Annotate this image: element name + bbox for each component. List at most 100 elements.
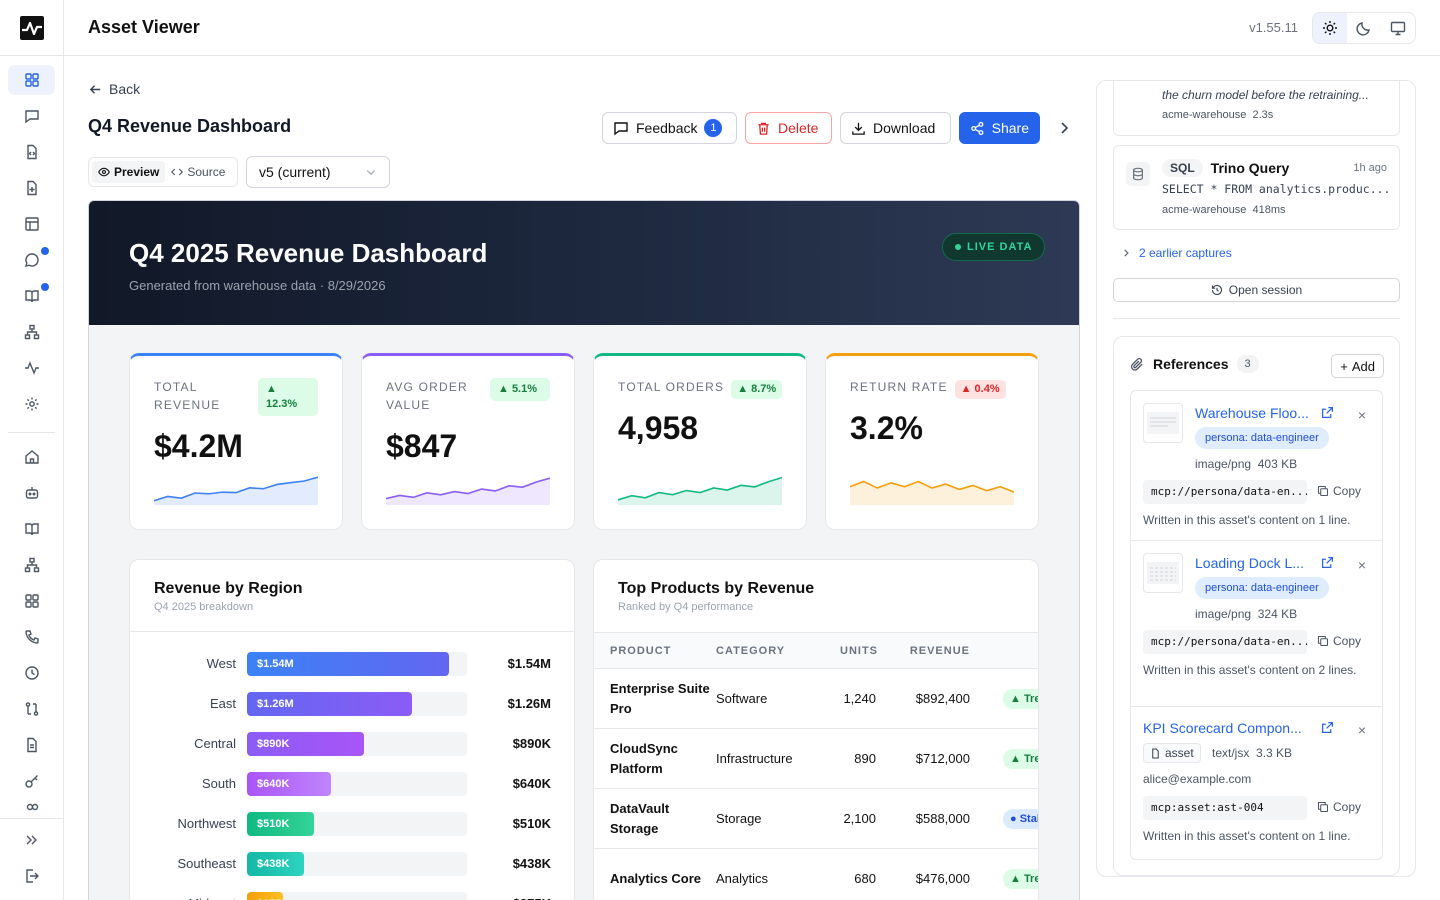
kpi-change-badge: ▲ 5.1% <box>490 378 550 401</box>
delete-button[interactable]: Delete <box>745 112 832 144</box>
side-panel: the churn model before the retraining...… <box>1096 80 1416 877</box>
region-name: West <box>206 656 236 671</box>
copy-icon <box>1317 801 1329 813</box>
region-bar-row: West $1.54M $1.54M <box>130 652 574 676</box>
plus-icon: + <box>1340 358 1348 374</box>
reference-uri[interactable]: mcp://persona/data-en... <box>1143 630 1307 654</box>
share-button[interactable]: Share <box>959 112 1040 144</box>
version-select[interactable]: v5 (current) <box>246 156 390 188</box>
phone-icon[interactable] <box>8 622 55 652</box>
download-button[interactable]: Download <box>840 112 951 144</box>
external-link-icon[interactable] <box>1321 406 1334 424</box>
activity-icon[interactable] <box>8 353 55 383</box>
sql-capture-card[interactable]: SQL Trino Query 1h ago SELECT * FROM ana… <box>1113 145 1400 230</box>
image-thumbnail[interactable] <box>1143 553 1183 593</box>
kpi-card: TOTAL ORDERS ▲ 8.7% 4,958 <box>593 353 807 530</box>
hierarchy-icon[interactable] <box>8 317 55 347</box>
col-revenue: REVENUE <box>878 632 970 669</box>
paperclip-icon <box>1130 357 1143 371</box>
expand-icon[interactable] <box>8 825 55 855</box>
eye-icon <box>98 167 110 177</box>
copy-button[interactable]: Copy <box>1317 800 1361 814</box>
copy-button[interactable]: Copy <box>1317 484 1361 498</box>
copy-icon <box>1317 485 1329 497</box>
monitor-icon[interactable] <box>1381 13 1415 43</box>
file-plus-icon[interactable] <box>8 173 55 203</box>
open-session-label: Open session <box>1228 283 1303 297</box>
copy-button[interactable]: Copy <box>1317 634 1361 648</box>
logout-icon[interactable] <box>8 861 55 891</box>
view-toggle: Preview Source <box>88 157 238 187</box>
open-session-button[interactable]: Open session <box>1113 278 1400 302</box>
app-logo[interactable] <box>20 16 44 40</box>
moon-icon[interactable] <box>1347 13 1381 43</box>
file-code-icon[interactable] <box>8 137 55 167</box>
table-row[interactable]: DataVault Storage Storage 2,100 $588,000 ● S… <box>594 788 1038 849</box>
persona-badge: persona: data-engineer <box>1195 427 1329 449</box>
reference-name[interactable]: KPI Scorecard Compon... <box>1143 720 1302 736</box>
book-icon[interactable] <box>8 514 55 544</box>
grid-icon[interactable] <box>8 65 55 95</box>
theme-switcher <box>1312 12 1416 44</box>
share-icon <box>971 121 984 135</box>
git-compare-icon[interactable] <box>8 694 55 724</box>
tab-source[interactable]: Source <box>165 161 231 183</box>
network-icon[interactable] <box>8 550 55 580</box>
bar-track: $1.26M <box>247 692 467 716</box>
clock-icon[interactable] <box>8 658 55 688</box>
close-icon[interactable]: × <box>1357 407 1366 423</box>
settings-icon[interactable] <box>8 389 55 419</box>
kpi-change-badge: ▲ 8.7% <box>731 380 783 399</box>
sql-tag: SQL <box>1162 159 1203 177</box>
feedback-label: Feedback <box>636 120 698 136</box>
chat-icon[interactable] <box>8 245 55 275</box>
table-row[interactable]: CloudSync Platform Infrastructure 890 $712,… <box>594 728 1038 789</box>
reference-name[interactable]: Loading Dock L... <box>1195 555 1304 571</box>
download-icon <box>852 122 865 135</box>
references-list: Warehouse Floo... × persona: data-engine… <box>1130 390 1383 860</box>
kpi-card: RETURN RATE ▲ 0.4% 3.2% <box>825 353 1039 530</box>
users-icon[interactable] <box>8 802 55 816</box>
tab-preview[interactable]: Preview <box>92 161 166 183</box>
reference-uri[interactable]: mcp://persona/data-en... <box>1143 480 1307 504</box>
table-row[interactable]: Enterprise Suite Pro Software 1,240 $892,40… <box>594 668 1038 729</box>
apps-icon[interactable] <box>8 586 55 616</box>
sparkline-area <box>618 477 782 505</box>
region-panel: Revenue by Region Q4 2025 breakdown West… <box>129 559 575 900</box>
file-meta: image/png 403 KB <box>1195 457 1297 471</box>
document-icon[interactable] <box>8 730 55 760</box>
notification-dot <box>41 283 49 291</box>
book-open-icon[interactable] <box>8 281 55 311</box>
external-link-icon[interactable] <box>1321 721 1334 739</box>
add-reference-button[interactable]: + Add <box>1331 354 1384 378</box>
feedback-button[interactable]: Feedback 1 <box>602 112 737 144</box>
home-icon[interactable] <box>8 442 55 472</box>
notification-dot <box>41 247 49 255</box>
back-link[interactable]: Back <box>88 81 140 97</box>
chevron-right-icon[interactable] <box>1056 120 1072 141</box>
table-icon[interactable] <box>8 209 55 239</box>
region-subtitle: Q4 2025 breakdown <box>154 601 254 613</box>
reference-uri[interactable]: mcp:asset:ast-004 <box>1143 796 1307 820</box>
message-icon[interactable] <box>8 101 55 131</box>
list-item: Loading Dock L... × persona: data-engine… <box>1131 541 1382 707</box>
earlier-captures-link[interactable]: 2 earlier captures <box>1121 246 1232 260</box>
version-select-value: v5 (current) <box>259 164 331 180</box>
robot-icon[interactable] <box>8 478 55 508</box>
sql-title: Trino Query <box>1210 160 1290 176</box>
external-link-icon[interactable] <box>1321 556 1334 574</box>
capture-card[interactable]: the churn model before the retraining...… <box>1113 81 1400 136</box>
reference-name[interactable]: Warehouse Floo... <box>1195 405 1309 421</box>
region-bar: $890K <box>247 732 364 756</box>
product-units: 1,240 <box>816 668 878 729</box>
bar-track: $275K <box>247 892 467 900</box>
sun-icon[interactable] <box>1313 13 1347 43</box>
status-badge: ● Stable <box>1003 808 1038 829</box>
kpi-card: TOTAL REVENUE ▲ 12.3% $4.2M <box>129 353 343 530</box>
image-thumbnail[interactable] <box>1143 403 1183 443</box>
region-value: $275K <box>513 896 551 900</box>
close-icon[interactable]: × <box>1357 722 1366 738</box>
close-icon[interactable]: × <box>1357 557 1366 573</box>
key-icon[interactable] <box>8 766 55 796</box>
